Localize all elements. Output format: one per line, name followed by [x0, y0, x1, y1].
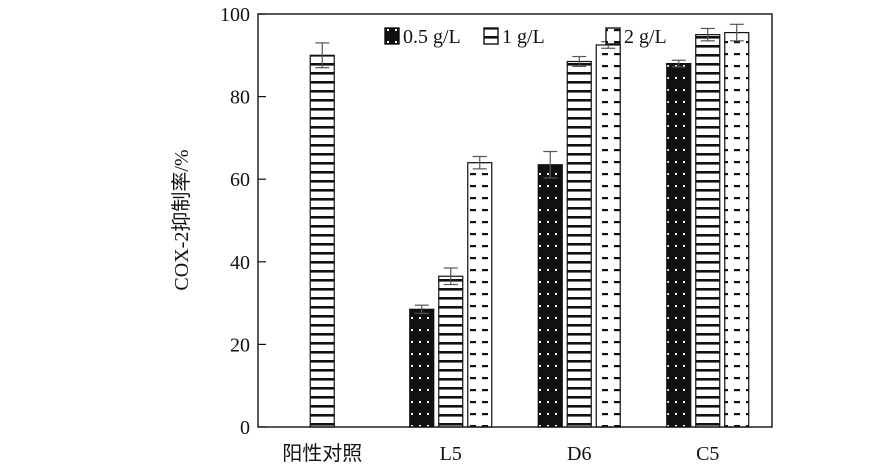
legend-swatch [605, 27, 621, 45]
y-tick-label: 60 [230, 169, 250, 191]
legend-swatch [483, 27, 499, 45]
legend-label: 0.5 g/L [403, 26, 461, 48]
error-bar-4-2 [700, 27, 715, 42]
bar-4-2 [695, 34, 721, 428]
legend-item-3: 2 g/L [605, 26, 667, 48]
y-tick-label: 0 [240, 417, 250, 439]
error-bar-3-2 [572, 55, 587, 68]
bar-3-3 [595, 44, 621, 428]
y-tick-label: 80 [230, 87, 250, 109]
x-category-label: L5 [440, 443, 462, 465]
error-bar-2-2 [443, 267, 458, 286]
x-category-label: D6 [567, 443, 591, 465]
error-bar-1-2 [315, 42, 330, 69]
y-axis-title: COX-2抑制率/% [170, 149, 193, 290]
legend-label: 2 g/L [624, 26, 667, 48]
legend-item-1: 0.5 g/L [384, 26, 461, 48]
bar-4-3 [724, 31, 750, 428]
bar-2-2 [438, 275, 464, 428]
y-tick-label: 40 [230, 252, 250, 274]
legend-item-2: 1 g/L [483, 26, 545, 48]
bar-2-3 [467, 162, 493, 428]
y-tick-label: 100 [220, 4, 250, 26]
error-bar-2-3 [472, 155, 487, 170]
plot-frame [257, 13, 773, 428]
bar-1-2 [309, 54, 335, 428]
x-category-label: C5 [696, 443, 719, 465]
legend-label: 1 g/L [502, 26, 545, 48]
error-bar-4-1 [671, 59, 686, 68]
y-tick-label: 20 [230, 334, 250, 356]
bar-3-2 [566, 60, 592, 428]
bar-3-1 [537, 164, 563, 428]
bar-2-1 [409, 308, 435, 428]
x-category-label: 阳性对照 [282, 442, 362, 465]
error-bar-4-3 [729, 23, 744, 42]
error-bar-3-1 [543, 150, 558, 179]
legend-swatch [384, 27, 400, 45]
bar-4-1 [666, 62, 692, 428]
error-bar-2-1 [414, 304, 429, 315]
